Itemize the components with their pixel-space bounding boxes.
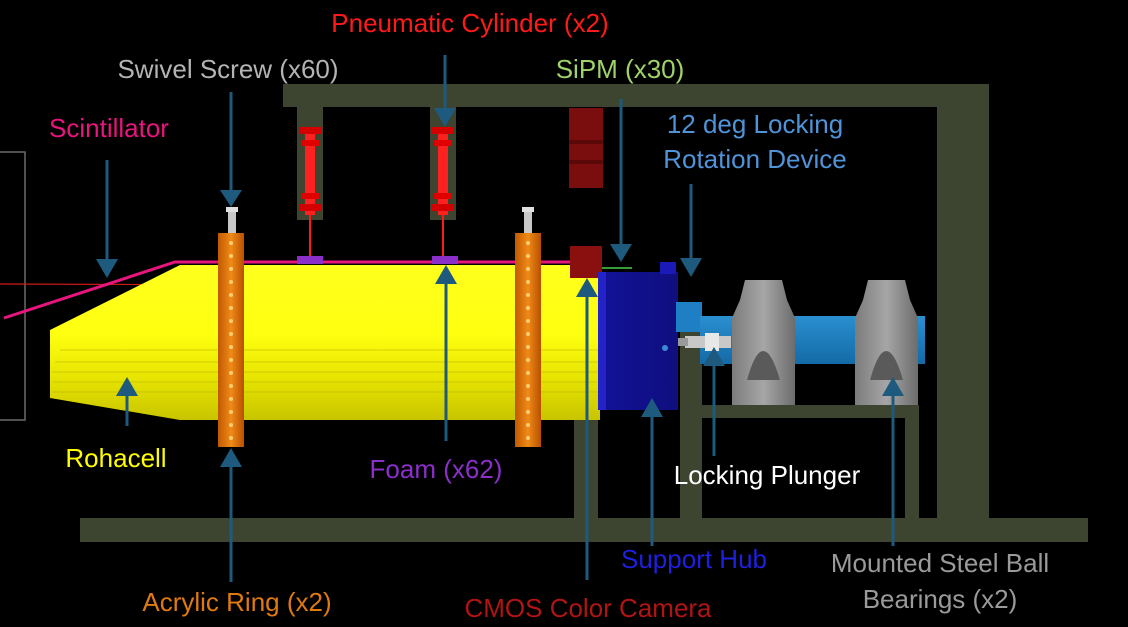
- left-bracket-outline: [0, 151, 26, 421]
- label-acrylic-ring: Acrylic Ring (x2): [142, 587, 331, 617]
- label-foam: Foam (x62): [370, 454, 503, 484]
- locking-plunger: [678, 333, 731, 351]
- arrow-support-hub: [641, 398, 663, 546]
- label-bearings-line2: Bearings (x2): [863, 584, 1018, 614]
- label-cmos-camera: CMOS Color Camera: [464, 593, 712, 623]
- steel-ball-bearing-left: [732, 280, 795, 405]
- frame-bearing-shelf: [680, 405, 918, 418]
- callout-arrows: [96, 55, 904, 582]
- frame-top-beam: [283, 84, 988, 107]
- label-rohacell: Rohacell: [65, 443, 166, 473]
- label-swivel-screw: Swivel Screw (x60): [117, 54, 338, 84]
- arrow-bearings: [882, 377, 904, 546]
- acrylic-ring-right: [515, 233, 541, 447]
- rotation-collar: [676, 302, 702, 332]
- steel-ball-bearing-right: [855, 280, 918, 405]
- rohacell-body: [50, 265, 600, 420]
- label-sipm: SiPM (x30): [556, 54, 685, 84]
- label-pneumatic-cylinder: Pneumatic Cylinder (x2): [331, 8, 608, 38]
- foam-pad-left: [297, 256, 323, 264]
- pneumatic-cylinder-left: [299, 127, 321, 256]
- foam-pad-right: [432, 256, 458, 264]
- label-support-hub: Support Hub: [621, 544, 767, 574]
- arrow-locking-plunger: [703, 347, 725, 456]
- label-locking-plunger: Locking Plunger: [674, 460, 861, 490]
- label-scintillator: Scintillator: [49, 113, 169, 143]
- arrow-locking-rotation: [680, 184, 702, 277]
- label-locking-rotation-line1: 12 deg Locking: [667, 109, 843, 139]
- support-hub: [598, 262, 678, 410]
- cmos-camera-lower: [570, 246, 602, 278]
- arrow-sipm: [610, 99, 632, 262]
- label-locking-rotation-line2: Rotation Device: [663, 144, 847, 174]
- arrow-scintillator: [96, 160, 118, 278]
- arrow-rohacell: [116, 377, 138, 426]
- cmos-camera-upper: [569, 108, 603, 188]
- frame-post-right-inner: [905, 405, 919, 525]
- acrylic-ring-left: [218, 233, 244, 447]
- pneumatic-cylinder-right: [432, 127, 454, 256]
- arrow-pneumatic-cylinder: [434, 55, 456, 127]
- arrow-swivel-screw: [220, 92, 242, 207]
- rohacell-shading: [52, 349, 600, 393]
- arrow-foam: [435, 265, 457, 441]
- label-bearings-line1: Mounted Steel Ball: [831, 548, 1049, 578]
- swivel-screw-left: [226, 207, 238, 233]
- frame-right-post: [937, 84, 989, 542]
- arrow-cmos-camera: [576, 278, 598, 580]
- swivel-screw-right: [522, 207, 534, 233]
- labels: Pneumatic Cylinder (x2) Swivel Screw (x6…: [49, 8, 1049, 623]
- arrow-acrylic-ring: [220, 448, 242, 582]
- frame-post-bearing: [680, 330, 702, 528]
